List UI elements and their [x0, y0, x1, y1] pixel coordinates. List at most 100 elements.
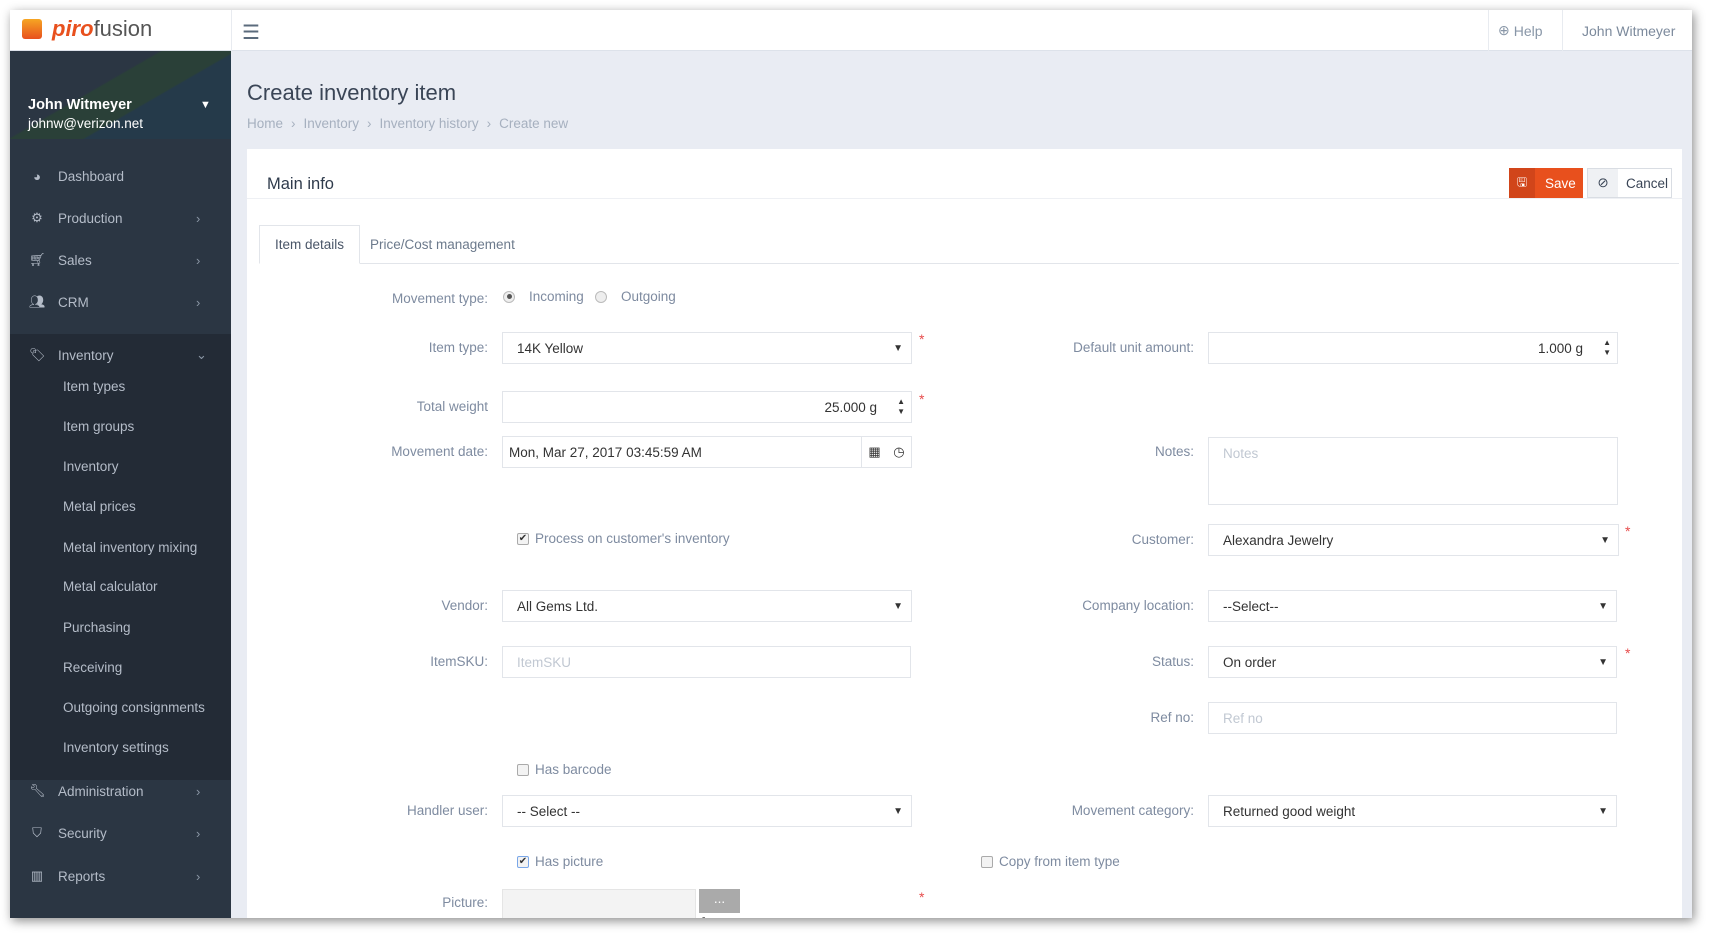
- movement-date-input[interactable]: Mon, Mar 27, 2017 03:45:59 AM ▦ ◷: [502, 436, 912, 468]
- calendar-icon[interactable]: ▦: [868, 444, 881, 459]
- hamburger-menu-icon[interactable]: ☰: [242, 22, 260, 44]
- header-user-menu[interactable]: John Witmeyer: [1582, 23, 1676, 39]
- tab-price-cost-management[interactable]: Price/Cost management: [370, 237, 515, 252]
- required-asterisk: *: [1625, 523, 1631, 539]
- inventory-section: [10, 334, 231, 780]
- checkbox-label: Has picture: [535, 854, 604, 869]
- status-select[interactable]: On order ▼: [1208, 646, 1617, 678]
- breadcrumb-home[interactable]: Home: [247, 116, 284, 131]
- radio-button[interactable]: [503, 290, 515, 303]
- sidebar-subitem-receiving[interactable]: Receiving: [63, 660, 123, 675]
- handler-user-select[interactable]: -- Select -- ▼: [502, 795, 912, 827]
- save-button[interactable]: 🖫 Save: [1509, 168, 1583, 198]
- lifebuoy-icon: ⊕: [1498, 22, 1510, 38]
- select-value: On order: [1223, 654, 1277, 670]
- user-email: johnw@verizon.net: [28, 116, 144, 131]
- sidebar-item-reports[interactable]: ▥ Reports ›: [10, 857, 231, 895]
- spinner-arrows-icon[interactable]: ▲ ▼: [1603, 338, 1611, 357]
- process-customer-checkbox[interactable]: ✔ Process on customer's inventory: [517, 531, 730, 546]
- sidebar-item-production[interactable]: ⚙ Production ›: [10, 199, 231, 237]
- breadcrumb-current: Create new: [499, 116, 569, 131]
- checkbox[interactable]: [517, 763, 529, 776]
- sidebar-item-sales[interactable]: 🛒︎ Sales ›: [10, 241, 231, 279]
- handler-user-label: Handler user:: [406, 803, 488, 818]
- company-location-select[interactable]: --Select-- ▼: [1208, 590, 1617, 622]
- sidebar-subitem-item-types[interactable]: Item types: [63, 379, 126, 394]
- radio-label: Incoming: [529, 289, 584, 304]
- nav-label: Production: [58, 210, 123, 226]
- sidebar-subitem-outgoing-consignments[interactable]: Outgoing consignments: [63, 700, 205, 715]
- sidebar-subitem-metal-prices[interactable]: Metal prices: [63, 499, 136, 514]
- sidebar-subitem-metal-calculator[interactable]: Metal calculator: [63, 579, 158, 594]
- input-value: Mon, Mar 27, 2017 03:45:59 AM: [509, 444, 702, 460]
- sidebar-item-administration[interactable]: 🔧︎ Administration ›: [10, 772, 231, 810]
- cancel-label: Cancel: [1626, 175, 1669, 191]
- tag-icon: 🏷︎: [29, 347, 46, 362]
- sidebar-subitem-inventory[interactable]: Inventory: [63, 459, 119, 474]
- sidebar-subitem-item-groups[interactable]: Item groups: [63, 419, 135, 434]
- chevron-down-icon: ⌄: [196, 347, 207, 362]
- tab-item-details[interactable]: Item details: [259, 225, 361, 264]
- breadcrumb-inventory-history[interactable]: Inventory history: [379, 116, 479, 131]
- has-barcode-checkbox[interactable]: Has barcode: [517, 762, 612, 777]
- copy-from-item-type-checkbox[interactable]: Copy from item type: [981, 854, 1120, 869]
- default-unit-amount-label: Default unit amount:: [1073, 340, 1194, 355]
- checkbox[interactable]: ✔: [517, 855, 529, 868]
- radio-incoming[interactable]: Incoming: [503, 289, 584, 304]
- checkbox[interactable]: ✔: [517, 532, 529, 545]
- nav-label: Dashboard: [58, 168, 125, 184]
- help-link[interactable]: ⊕ Help: [1498, 22, 1543, 39]
- caret-down-icon[interactable]: ▼: [200, 99, 211, 111]
- caret-down-icon: ▼: [893, 805, 903, 817]
- checkbox-label: Copy from item type: [999, 854, 1120, 869]
- cancel-button[interactable]: ⊘ Cancel: [1587, 168, 1672, 198]
- checkbox[interactable]: [981, 855, 993, 868]
- customer-label: Customer:: [1131, 532, 1194, 547]
- spinner-arrows-icon[interactable]: ▲ ▼: [897, 397, 905, 416]
- nav-label: Administration: [58, 783, 144, 799]
- notes-textarea[interactable]: Notes: [1208, 437, 1618, 505]
- default-unit-amount-input[interactable]: 1.000 g ▲ ▼: [1208, 332, 1618, 364]
- required-asterisk: *: [919, 331, 925, 347]
- dashboard-icon: ◕: [33, 168, 41, 184]
- vendor-select[interactable]: All Gems Ltd. ▼: [502, 590, 912, 622]
- caret-down-icon: ▼: [1598, 805, 1608, 817]
- radio-button[interactable]: [595, 290, 607, 303]
- main-info-panel: Main info 🖫 Save ⊘ Cancel Item details Pri…: [247, 149, 1682, 918]
- sidebar-item-inventory[interactable]: 🏷︎ Inventory ⌄: [10, 336, 231, 374]
- customer-select[interactable]: Alexandra Jewelry ▼: [1208, 524, 1619, 556]
- chevron-right-icon: ›: [196, 252, 201, 268]
- browse-picture-button[interactable]: ...: [699, 889, 740, 913]
- placeholder: Notes: [1223, 446, 1259, 461]
- camera-icon[interactable]: 📷︎: [700, 916, 715, 918]
- sidebar-item-dashboard[interactable]: ◕ Dashboard: [10, 157, 231, 195]
- sidebar-subitem-metal-inventory-mixing[interactable]: Metal inventory mixing: [63, 540, 198, 555]
- placeholder: ItemSKU: [517, 654, 572, 670]
- clock-icon[interactable]: ◷: [893, 444, 905, 459]
- chevron-right-icon: ›: [196, 783, 201, 799]
- logo[interactable]: piro fusion: [22, 16, 152, 42]
- has-picture-checkbox[interactable]: ✔ Has picture: [517, 854, 603, 869]
- breadcrumb: Home › Inventory › Inventory history › Crea…: [247, 116, 568, 131]
- picture-label: Picture:: [442, 895, 488, 910]
- select-value: All Gems Ltd.: [517, 598, 599, 614]
- sidebar-item-crm[interactable]: 👥︎ CRM ›: [10, 283, 231, 321]
- total-weight-input[interactable]: 25.000 g ▲ ▼: [502, 391, 912, 423]
- sidebar-item-security[interactable]: ⛉ Security ›: [10, 814, 231, 852]
- required-asterisk: *: [919, 889, 925, 905]
- movement-category-select[interactable]: Returned good weight ▼: [1208, 795, 1617, 827]
- item-sku-input[interactable]: ItemSKU: [502, 646, 911, 678]
- sidebar-subitem-inventory-settings[interactable]: Inventory settings: [63, 740, 169, 755]
- movement-category-label: Movement category:: [1071, 803, 1194, 818]
- bar-chart-icon: ▥: [30, 868, 44, 883]
- nav-label: CRM: [58, 294, 89, 310]
- breadcrumb-inventory[interactable]: Inventory: [303, 116, 360, 131]
- ref-no-input[interactable]: Ref no: [1208, 702, 1617, 734]
- sidebar-subitem-purchasing[interactable]: Purchasing: [63, 620, 131, 635]
- required-asterisk: *: [919, 391, 925, 407]
- divider: [231, 10, 232, 51]
- radio-outgoing[interactable]: Outgoing: [595, 289, 676, 304]
- wrench-icon: 🔧︎: [29, 783, 46, 798]
- item-type-select[interactable]: 14K Yellow ▼: [502, 332, 912, 364]
- user-name[interactable]: John Witmeyer: [28, 97, 132, 113]
